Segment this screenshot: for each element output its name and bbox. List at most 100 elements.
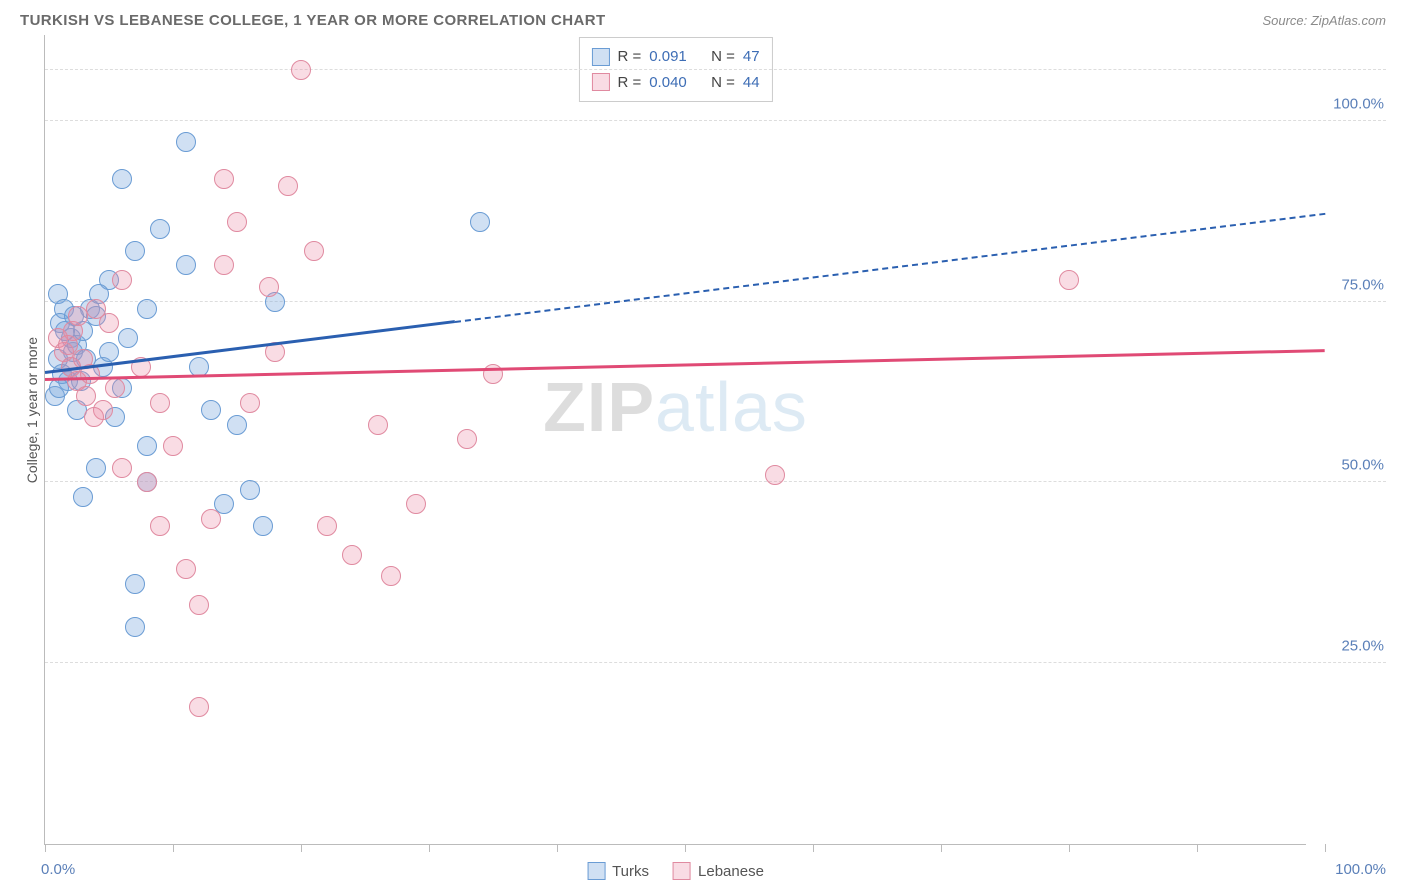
legend-swatch: [591, 73, 609, 91]
legend-swatch: [673, 862, 691, 880]
legend-label: Turks: [612, 863, 649, 880]
data-point: [406, 494, 426, 514]
data-point: [240, 480, 260, 500]
data-point: [470, 212, 490, 232]
data-point: [176, 132, 196, 152]
series-legend: Turks Lebanese: [587, 862, 764, 880]
y-tick-label: 100.0%: [1333, 95, 1384, 112]
data-point: [76, 386, 96, 406]
data-point: [381, 566, 401, 586]
stat-r-label: R =: [617, 44, 641, 70]
x-tick: [429, 844, 430, 852]
data-point: [137, 299, 157, 319]
watermark: ZIPatlas: [543, 367, 808, 447]
x-tick: [173, 844, 174, 852]
data-point: [342, 545, 362, 565]
chart-container: College, 1 year or more ZIPatlas R = 0.09…: [20, 35, 1386, 845]
x-axis-max-label: 100.0%: [1335, 861, 1386, 878]
y-axis-label: College, 1 year or more: [20, 337, 44, 483]
y-tick-label: 25.0%: [1341, 638, 1384, 655]
x-tick: [301, 844, 302, 852]
x-axis-min-label: 0.0%: [41, 861, 75, 878]
x-tick: [1197, 844, 1198, 852]
data-point: [125, 617, 145, 637]
data-point: [137, 436, 157, 456]
watermark-zip: ZIP: [543, 368, 655, 446]
data-point: [112, 270, 132, 290]
data-point: [368, 415, 388, 435]
data-point: [304, 241, 324, 261]
plot-area: ZIPatlas R =0.091 N =47R =0.040 N =44 Tu…: [44, 35, 1306, 845]
data-point: [457, 429, 477, 449]
data-point: [214, 255, 234, 275]
stat-n-value: 44: [743, 70, 760, 96]
data-point: [118, 328, 138, 348]
x-tick: [45, 844, 46, 852]
stat-n-value: 47: [743, 44, 760, 70]
legend-item: Turks: [587, 862, 649, 880]
data-point: [214, 169, 234, 189]
data-point: [291, 60, 311, 80]
y-tick-label: 50.0%: [1341, 457, 1384, 474]
data-point: [112, 458, 132, 478]
data-point: [125, 241, 145, 261]
gridline: [45, 69, 1386, 70]
data-point: [86, 458, 106, 478]
data-point: [125, 574, 145, 594]
data-point: [1059, 270, 1079, 290]
data-point: [58, 335, 78, 355]
data-point: [278, 176, 298, 196]
stats-row: R = 0.040 N = 44: [591, 70, 759, 96]
legend-label: Lebanese: [698, 863, 764, 880]
stat-n-label: N =: [711, 70, 735, 96]
data-point: [99, 313, 119, 333]
data-point: [201, 509, 221, 529]
data-point: [112, 169, 132, 189]
legend-swatch: [591, 48, 609, 66]
data-point: [259, 277, 279, 297]
data-point: [201, 400, 221, 420]
stat-r-label: R =: [617, 70, 641, 96]
data-point: [150, 393, 170, 413]
x-tick: [1069, 844, 1070, 852]
data-point: [176, 255, 196, 275]
gridline: [45, 662, 1386, 663]
source-label: Source: ZipAtlas.com: [1262, 13, 1386, 28]
stat-n-label: N =: [711, 44, 735, 70]
data-point: [765, 465, 785, 485]
x-tick: [1325, 844, 1326, 852]
data-point: [227, 415, 247, 435]
stat-r-value: 0.091: [649, 44, 687, 70]
data-point: [68, 306, 88, 326]
legend-swatch: [587, 862, 605, 880]
gridline: [45, 301, 1386, 302]
data-point: [189, 595, 209, 615]
stat-r-value: 0.040: [649, 70, 687, 96]
x-tick: [813, 844, 814, 852]
data-point: [84, 407, 104, 427]
data-point: [163, 436, 183, 456]
data-point: [150, 516, 170, 536]
x-tick: [941, 844, 942, 852]
data-point: [137, 472, 157, 492]
trend-line: [45, 349, 1325, 381]
data-point: [150, 219, 170, 239]
x-tick: [557, 844, 558, 852]
legend-item: Lebanese: [673, 862, 764, 880]
y-tick-label: 75.0%: [1341, 276, 1384, 293]
data-point: [253, 516, 273, 536]
stats-row: R = 0.091 N = 47: [591, 44, 759, 70]
data-point: [176, 559, 196, 579]
data-point: [240, 393, 260, 413]
data-point: [99, 342, 119, 362]
data-point: [73, 487, 93, 507]
data-point: [189, 697, 209, 717]
trend-line-dashed: [454, 213, 1325, 323]
gridline: [45, 120, 1386, 121]
data-point: [105, 378, 125, 398]
watermark-atlas: atlas: [655, 368, 808, 446]
data-point: [227, 212, 247, 232]
x-tick: [685, 844, 686, 852]
chart-title: TURKISH VS LEBANESE COLLEGE, 1 YEAR OR M…: [20, 12, 606, 29]
data-point: [317, 516, 337, 536]
